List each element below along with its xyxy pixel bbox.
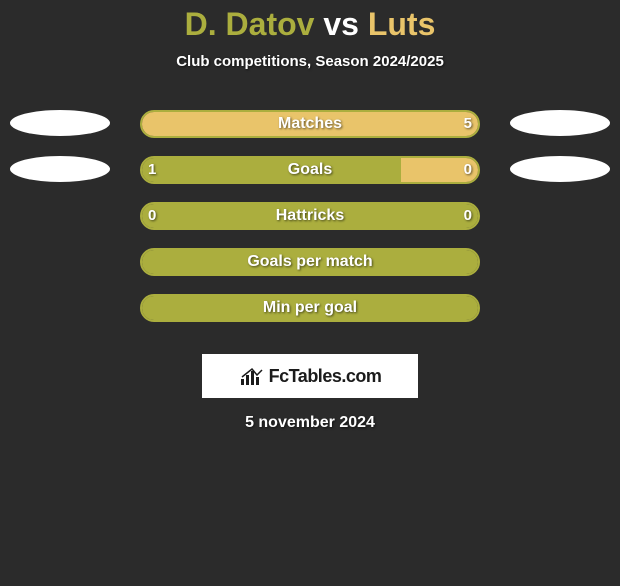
source-text: FcTables.com	[269, 366, 382, 387]
stat-bar-right	[142, 112, 478, 136]
comparison-infographic: D. Datov vs Luts Club competitions, Seas…	[0, 6, 620, 586]
stat-bar-left	[142, 204, 478, 228]
stat-rows: Matches5 Goals10 Hattricks00 Goals per matc…	[0, 110, 620, 340]
page-title: D. Datov vs Luts	[0, 6, 620, 43]
stat-bar-right	[401, 158, 478, 182]
stat-row: Goals10	[0, 156, 620, 184]
player2-avatar-placeholder	[510, 110, 610, 136]
title-player1: D. Datov	[185, 6, 315, 42]
stat-bar-track	[140, 110, 480, 138]
stat-row: Matches5	[0, 110, 620, 138]
source-badge: FcTables.com	[202, 354, 418, 398]
stat-bar-track	[140, 156, 480, 184]
subtitle: Club competitions, Season 2024/2025	[0, 53, 620, 70]
title-vs: vs	[314, 6, 367, 42]
date-caption: 5 november 2024	[0, 414, 620, 432]
player1-avatar-placeholder	[10, 156, 110, 182]
title-player2: Luts	[368, 6, 436, 42]
stat-bar-track	[140, 248, 480, 276]
stat-row: Min per goal	[0, 294, 620, 322]
stat-row: Hattricks00	[0, 202, 620, 230]
player2-avatar-placeholder	[510, 156, 610, 182]
stat-bar-track	[140, 294, 480, 322]
player1-avatar-placeholder	[10, 110, 110, 136]
stat-row: Goals per match	[0, 248, 620, 276]
stat-bar-track	[140, 202, 480, 230]
stat-bar-left	[142, 158, 401, 182]
stat-bar-left	[142, 296, 478, 320]
stat-bar-left	[142, 250, 478, 274]
bar-chart-icon	[239, 365, 265, 387]
